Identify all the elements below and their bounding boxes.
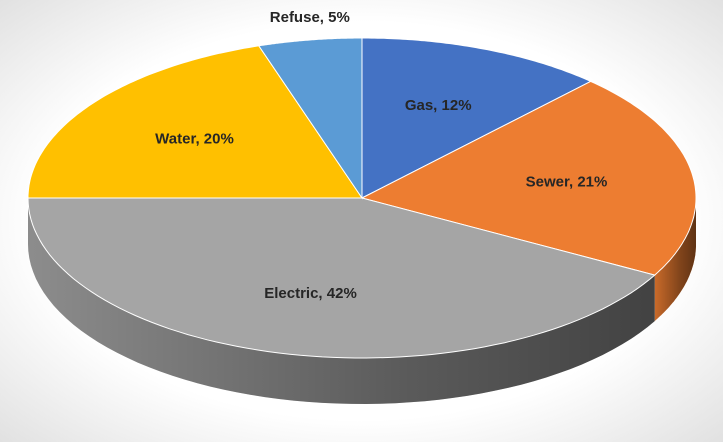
data-label: Gas, 12% — [405, 97, 472, 114]
pie-side-shade — [28, 198, 655, 404]
pie-tops — [27, 37, 697, 359]
data-label: Water, 20% — [155, 131, 234, 148]
data-label: Sewer, 21% — [526, 173, 608, 190]
pie-sides — [28, 198, 696, 404]
pie-side-shade — [654, 198, 696, 322]
pie-labels: Gas, 12% Sewer, 21% Electric, 42% Water, 20… — [155, 9, 607, 302]
pie-slice — [257, 37, 363, 200]
pie-slice — [360, 80, 697, 276]
data-label: Electric, 42% — [264, 285, 357, 302]
pie-slice — [361, 37, 592, 199]
pie-slice — [27, 197, 656, 359]
data-label: Refuse, 5% — [270, 9, 350, 26]
pie-slice — [27, 45, 363, 199]
